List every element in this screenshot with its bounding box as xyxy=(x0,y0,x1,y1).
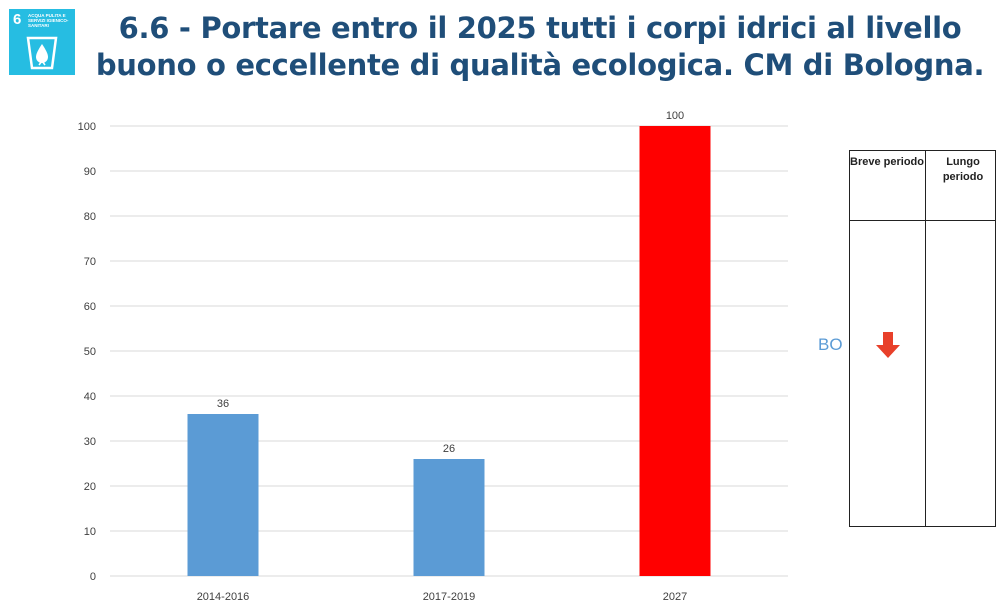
y-tick-label: 50 xyxy=(84,346,96,358)
bar xyxy=(639,126,711,576)
y-tick-label: 100 xyxy=(78,121,96,133)
row-label-bo: BO xyxy=(818,335,843,354)
bar xyxy=(413,459,485,576)
y-tick-label: 20 xyxy=(84,481,96,493)
data-label: 100 xyxy=(666,110,684,122)
y-tick-label: 80 xyxy=(84,211,96,223)
x-tick-label: 2027 xyxy=(663,591,687,603)
y-tick-label: 40 xyxy=(84,391,96,403)
title-line-1: 6.6 - Portare entro il 2025 tutti i corp… xyxy=(118,11,962,45)
data-label: 26 xyxy=(443,443,455,455)
y-tick-label: 0 xyxy=(90,571,96,583)
y-tick-label: 60 xyxy=(84,301,96,313)
y-tick-label: 70 xyxy=(84,256,96,268)
y-tick-label: 10 xyxy=(84,526,96,538)
x-tick-label: 2014-2016 xyxy=(197,591,250,603)
sdg-badge: 6 Acqua pulita e servizi igienico-sanita… xyxy=(9,9,75,75)
page-title: 6.6 - Portare entro il 2025 tutti i corp… xyxy=(95,10,985,84)
sdg-number: 6 xyxy=(13,11,22,28)
header-long-term: Lungo periodo xyxy=(942,156,984,183)
header-short-term: Breve periodo xyxy=(850,156,924,168)
water-drop-glass-icon xyxy=(26,36,58,70)
sdg-caption: Acqua pulita e servizi igienico-sanitari xyxy=(28,13,69,28)
x-tick-label: 2017-2019 xyxy=(423,591,476,603)
y-tick-label: 90 xyxy=(84,166,96,178)
table-divider-horizontal xyxy=(850,220,995,221)
title-line-2: buono o eccellente di qualità ecologica.… xyxy=(95,48,985,82)
data-label: 36 xyxy=(217,398,229,410)
y-tick-label: 30 xyxy=(84,436,96,448)
table-divider-vertical xyxy=(925,151,926,526)
trend-table: Breve periodo Lungo periodo xyxy=(849,150,996,527)
bar xyxy=(187,414,259,576)
bar-chart: 0 10 20 30 40 50 60 70 80 90 100 36 2014-2016 26 2017-… xyxy=(78,110,788,603)
arrow-down-icon xyxy=(876,332,900,358)
